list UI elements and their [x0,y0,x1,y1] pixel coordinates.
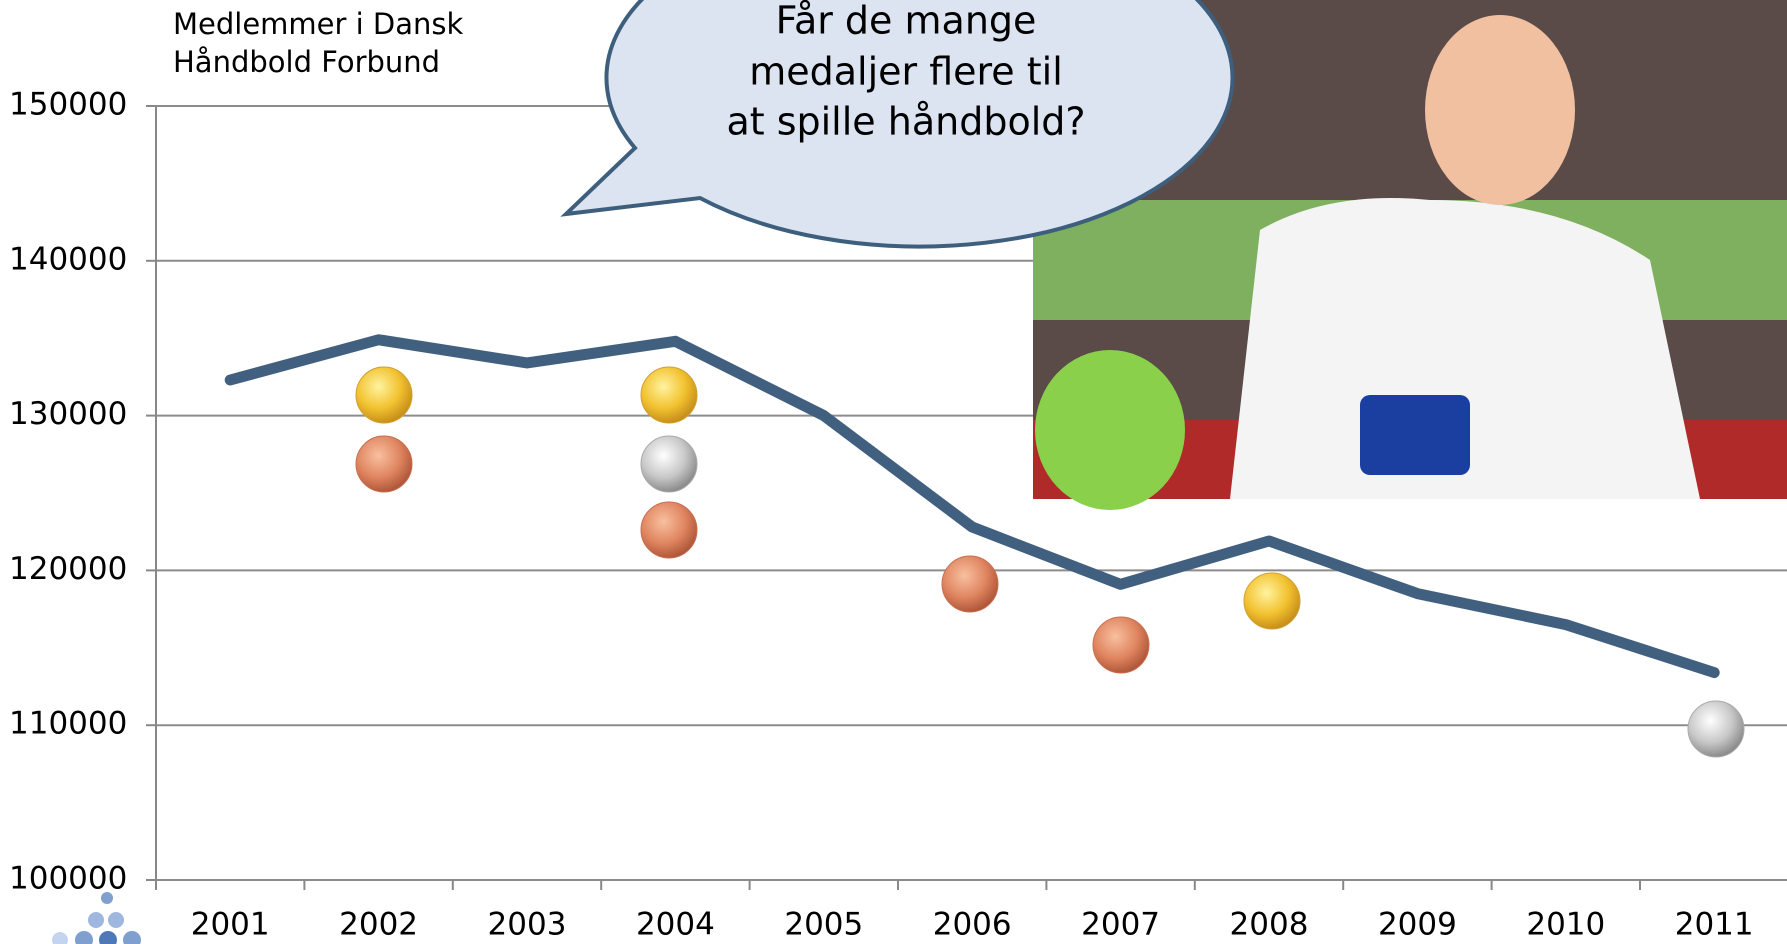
y-tick-label: 110000 [9,706,127,742]
bronze-medal [356,436,412,492]
logo-dot [75,931,93,944]
bronze-medal [641,502,697,558]
silver-medal [641,436,697,492]
x-tick-label: 2009 [1378,907,1457,943]
photo-figure [1035,350,1185,510]
gold-medal [356,367,412,423]
x-tick-label: 2002 [339,907,418,943]
y-tick-label: 100000 [9,861,127,897]
gold-medal [1244,573,1300,629]
x-tick-label: 2003 [488,907,567,943]
logo-dot [101,892,113,904]
logo [52,892,141,944]
gold-medal [641,367,697,423]
photo-face [1425,15,1575,205]
x-tick-label: 2006 [933,907,1012,943]
chart: 100000 110000 120000 130000 140000 150000 2001… [0,0,1787,944]
page: 100000 110000 120000 130000 140000 150000 2001… [0,0,1787,944]
x-tick-label: 2005 [784,907,863,943]
logo-dot [123,931,141,944]
y-tick-label: 120000 [9,551,127,587]
x-tick-label: 2007 [1081,907,1160,943]
x-tick-label: 2001 [191,907,270,943]
x-tick-label: 2004 [636,907,715,943]
bronze-medal [1093,617,1149,673]
y-tick-label: 130000 [9,396,127,432]
x-tick-label: 2010 [1526,907,1605,943]
logo-dot [88,912,104,928]
photo-logo [1360,395,1470,475]
bubble-text: at spille håndbold? [726,100,1085,144]
y-axis-title: Håndbold Forbund [173,45,440,79]
bubble-text: medaljer flere til [749,50,1063,94]
x-tick-label: 2008 [1230,907,1309,943]
y-tick-label: 140000 [9,241,127,277]
x-tick-label: 2011 [1675,907,1754,943]
y-axis-title: Medlemmer i Dansk [173,7,464,41]
logo-dot [99,931,117,944]
logo-dot [108,912,124,928]
silver-medal [1688,701,1744,757]
bubble-text: Får de mange [776,0,1037,43]
y-tick-label: 150000 [9,87,127,123]
logo-dot [52,932,68,944]
bronze-medal [942,556,998,612]
